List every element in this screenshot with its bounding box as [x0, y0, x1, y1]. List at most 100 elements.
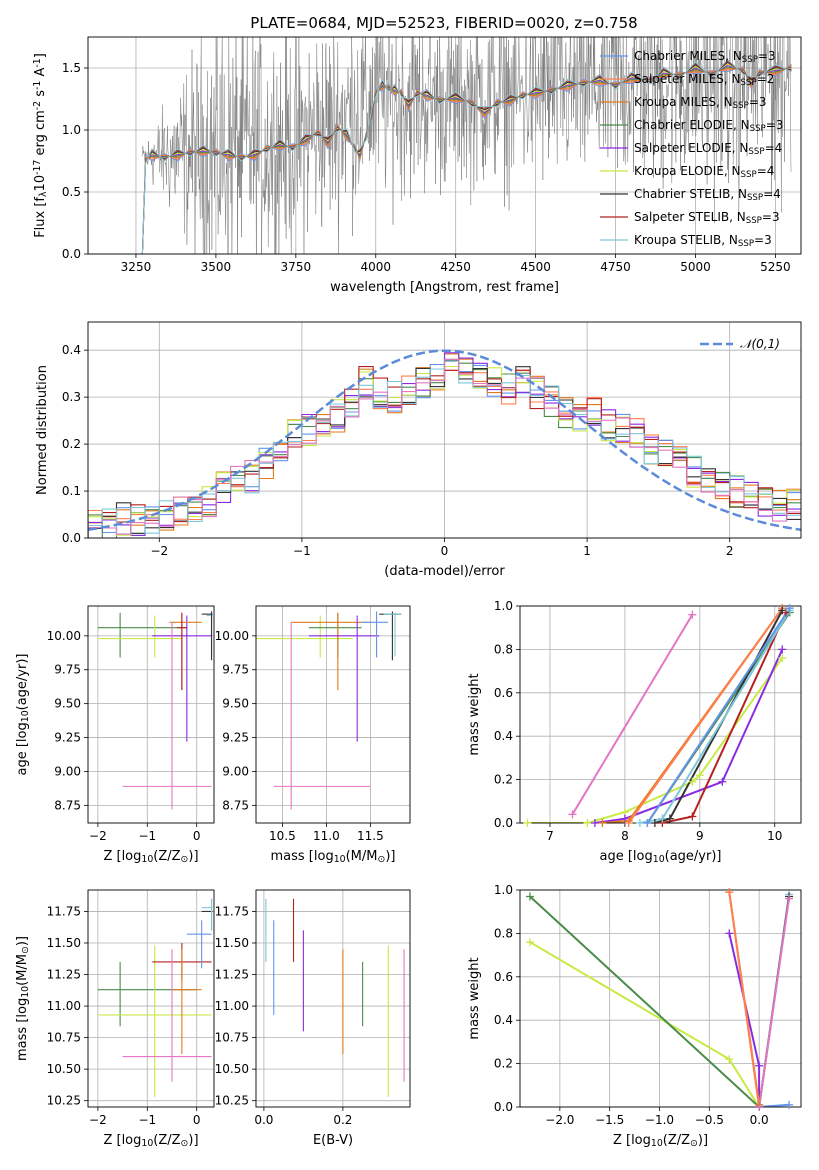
y-tick-label: 11.50 [215, 936, 249, 950]
legend-label: 𝒩(0,1) [740, 337, 780, 351]
y-axis-label: mass weight [467, 957, 482, 1039]
y-tick-label: 0.4 [494, 1013, 513, 1027]
mass-vs-ebv-panel: 0.0 0.2 10.25 10.50 10.75 11.00 11.25 11.50 11.7… [215, 889, 411, 1148]
age-vs-mass-panel: 10.5 11.0 11.5 8.75 9.00 9.25 9.50 9.75 10.00 mas… [215, 605, 411, 865]
axes-frame [87, 889, 215, 1108]
y-tick-label: 0.1 [62, 484, 81, 498]
legend-label: Chabrier MILES, NSSP=3 [634, 49, 776, 65]
y-axis-label: Normed distribution [35, 365, 50, 495]
weight-marker [725, 888, 734, 897]
y-axis-label: age [log10(age/yr)] [15, 654, 31, 776]
weight-marker [785, 894, 794, 903]
model-line-kroupa-elodie [104, 63, 792, 254]
x-tick-label: −1 [138, 829, 156, 843]
x-axis-label: age [log10(age/yr)] [600, 849, 722, 865]
y-tick-label: 10.25 [47, 1094, 81, 1108]
model-line-kroupa-miles [104, 65, 792, 254]
x-tick-label: 4500 [520, 260, 551, 274]
x-tick-label: 2 [726, 544, 734, 558]
gaussian-curve [88, 349, 801, 532]
x-tick-label: 1 [583, 544, 591, 558]
weight-marker [778, 654, 787, 663]
weight-marker [590, 819, 599, 827]
x-tick-label: −1 [293, 544, 311, 558]
x-tick-label: 7 [546, 829, 554, 843]
y-tick-label: 9.25 [222, 731, 249, 745]
x-tick-label: 0.0 [750, 1113, 769, 1127]
legend-label: Kroupa STELIB, NSSP=3 [634, 233, 772, 249]
x-tick-label: 11.0 [313, 829, 340, 843]
x-tick-label: 3500 [201, 260, 232, 274]
axes-frame [519, 889, 802, 1108]
weight-line-pink [571, 614, 694, 815]
axes-frame [87, 36, 802, 255]
x-tick-label: 0.2 [333, 1113, 352, 1127]
x-axis-label: Z [log10(Z/Z⊙)] [103, 1133, 198, 1149]
grid-lines [88, 890, 214, 1107]
weight-marker [785, 1100, 794, 1109]
plot-area [97, 898, 213, 1097]
y-tick-label: 0.4 [62, 343, 81, 357]
weight-line-chabrier-elodie [529, 895, 760, 1107]
model-line-kroupa-stelib [104, 58, 792, 254]
y-tick-label: 10.25 [215, 1094, 249, 1108]
weight-marker [695, 771, 704, 780]
y-tick-label: 11.50 [47, 936, 81, 950]
x-tick-label: 10.5 [269, 829, 296, 843]
y-tick-label: 10.00 [215, 629, 249, 643]
legend-label: Salpeter STELIB, NSSP=3 [634, 210, 780, 226]
y-tick-label: 0.3 [62, 390, 81, 404]
weight-line-salpeter-miles [728, 892, 761, 1107]
model-line-salpeter-miles [104, 64, 792, 254]
x-tick-label: −1.0 [645, 1113, 674, 1127]
x-tick-label: −2 [89, 1113, 107, 1127]
x-axis-label: mass [log10(M/M⊙)] [271, 849, 396, 865]
x-tick-label: 8 [621, 829, 629, 843]
weight-marker [624, 819, 633, 827]
y-tick-label: 1.0 [494, 883, 513, 897]
x-tick-label: 4000 [360, 260, 391, 274]
y-tick-label: 11.75 [47, 904, 81, 918]
x-tick-label: 3250 [121, 260, 152, 274]
x-tick-label: −2.0 [545, 1113, 574, 1127]
spectrum-legend: Chabrier MILES, NSSP=3 Salpeter MILES, NS… [600, 49, 783, 249]
x-tick-label: 9 [696, 829, 704, 843]
legend-label: Chabrier STELIB, NSSP=4 [634, 187, 781, 203]
weight-marker [778, 645, 787, 654]
y-tick-label: 10.50 [215, 1062, 249, 1076]
weight-marker [650, 819, 659, 827]
weight-marker [688, 610, 697, 619]
x-tick-label: 0 [441, 544, 449, 558]
weight-marker [755, 1103, 764, 1111]
x-axis-label: Z [log10(Z/Z⊙)] [103, 849, 198, 865]
legend-label: Kroupa MILES, NSSP=3 [634, 95, 767, 111]
x-tick-label: −2 [150, 544, 168, 558]
x-tick-label: 3750 [281, 260, 312, 274]
plot-area [256, 611, 402, 810]
y-tick-label: 10.75 [215, 1031, 249, 1045]
plot-area [97, 611, 213, 810]
weight-marker [725, 1055, 734, 1064]
weight-marker [635, 819, 644, 827]
x-tick-label: −2 [89, 829, 107, 843]
x-tick-label: −1 [138, 1113, 156, 1127]
weight-line-chabrier-miles [646, 607, 791, 823]
y-tick-label: 0.0 [62, 247, 81, 261]
x-tick-label: 10 [767, 829, 782, 843]
x-tick-label: 4750 [600, 260, 631, 274]
axes-frame [255, 889, 411, 1108]
y-tick-label: 1.0 [62, 123, 81, 137]
y-tick-label: 0.8 [494, 642, 513, 656]
x-axis-label: Z [log10(Z/Z⊙)] [613, 1133, 708, 1149]
weight-line-kroupa-elodie [527, 657, 784, 823]
legend-label: Salpeter MILES, NSSP=2 [634, 72, 774, 88]
weight-line-kroupa-elodie [529, 941, 760, 1107]
plot-area [265, 898, 405, 1097]
model-line-salpeter-elodie [104, 64, 792, 254]
axes-frame [87, 321, 802, 539]
x-tick-label: 0 [193, 829, 201, 843]
residual-histogram-panel: −2 −1 0 1 2 0.0 0.1 0.2 0.3 0.4 (data-model)/error… [35, 321, 802, 579]
plot-area [88, 349, 801, 538]
weight-marker [718, 777, 727, 786]
